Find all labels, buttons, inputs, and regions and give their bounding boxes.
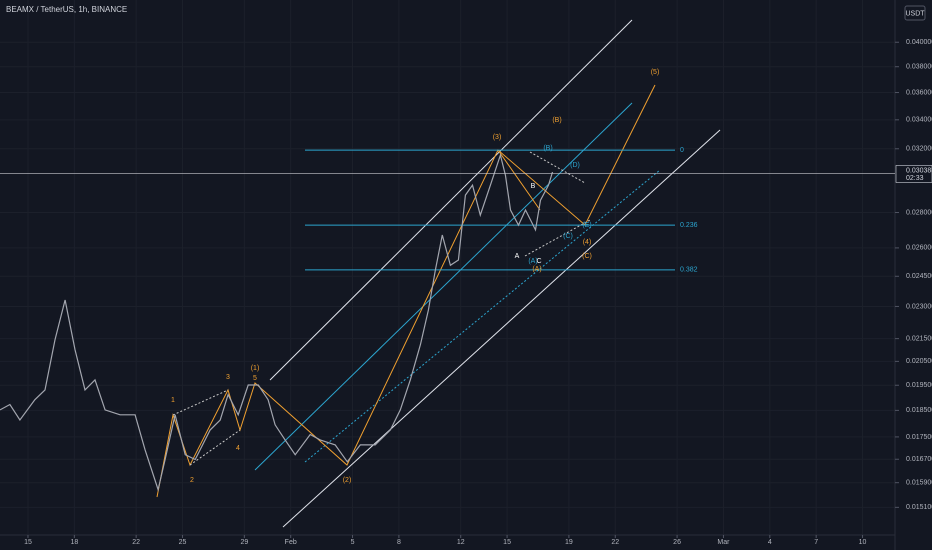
y-tick-label: 0.015100 (906, 504, 932, 511)
currency-box[interactable] (904, 5, 926, 21)
x-tick-label: 5 (351, 539, 355, 546)
wave-sub (497, 149, 541, 211)
countdown: 02:33 (906, 175, 924, 182)
x-tick-label: 12 (457, 539, 465, 546)
wave-label: (C) (563, 233, 573, 240)
fib-label: 0.382 (680, 267, 698, 274)
wave-label: A (515, 253, 520, 260)
wave-label: 5 (253, 375, 257, 382)
wave-label: (A) (532, 266, 541, 273)
wave-label: (D) (570, 162, 580, 169)
x-tick-label: 25 (179, 539, 187, 546)
x-tick-label: Mar (717, 539, 730, 546)
x-tick-label: 22 (611, 539, 619, 546)
wave-label: (A) (528, 258, 537, 265)
x-tick-label: 26 (673, 539, 681, 546)
last-price-box (895, 165, 932, 183)
channel-lower (282, 129, 721, 528)
x-tick-label: 29 (240, 539, 248, 546)
dotted-trend (524, 219, 591, 257)
x-tick-label: 15 (503, 539, 511, 546)
wave-label: (2) (343, 477, 352, 484)
x-tick-label: 19 (565, 539, 573, 546)
x-tick-label: 4 (768, 539, 772, 546)
fib-label: 0 (680, 147, 684, 154)
x-tick-label: 8 (397, 539, 401, 546)
wave-label: (B) (552, 117, 561, 124)
wave-label: 1 (171, 397, 175, 404)
wave-label: (E) (582, 222, 591, 229)
wave-label: (3) (493, 134, 502, 141)
x-tick-label: 7 (814, 539, 818, 546)
last-price-label: 0.030388 (906, 167, 932, 174)
wave-label: C (536, 258, 541, 265)
dotted-trend (529, 151, 586, 184)
wave-label: 3 (226, 374, 230, 381)
wave-label: (4) (583, 239, 592, 246)
x-tick-label: 22 (132, 539, 140, 546)
x-tick-label: Feb (285, 539, 297, 546)
x-tick-label: 15 (24, 539, 32, 546)
wave-label: B (531, 183, 536, 190)
wave-label: (1) (251, 365, 260, 372)
wave-label: 4 (236, 445, 240, 452)
wave-label: (C) (582, 253, 592, 260)
wave-label: (B) (543, 145, 552, 152)
channel-upper (269, 19, 633, 381)
channel-dotted (304, 169, 661, 463)
x-tick-label: 18 (70, 539, 78, 546)
fib-label: 0.236 (680, 222, 698, 229)
chart-title: BEAMX / TetherUS, 1h, BINANCE (6, 5, 127, 14)
x-tick-label: 10 (859, 539, 867, 546)
currency[interactable]: USDT (905, 10, 925, 17)
wave-label: 2 (190, 477, 194, 484)
wave-label: (5) (651, 69, 660, 76)
channel-middle (254, 102, 633, 471)
price-line (0, 152, 554, 492)
